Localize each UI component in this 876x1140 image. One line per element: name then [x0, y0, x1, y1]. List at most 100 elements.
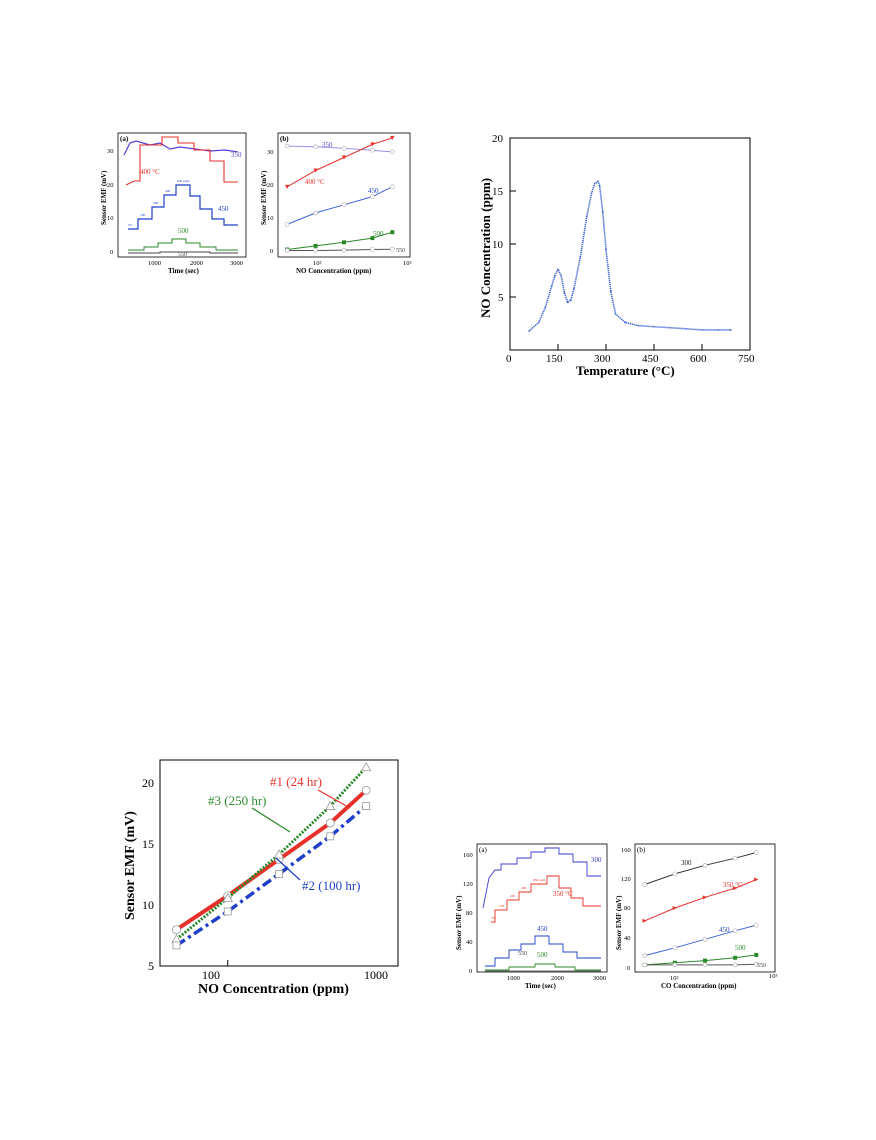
fig2-point	[610, 290, 612, 293]
fig1a-curve-500	[128, 238, 238, 251]
fig1-panel-b: (b) Sensor EMF (mV) NO Concentration (pp…	[260, 132, 412, 275]
fig1b-ytick: 30	[267, 149, 274, 156]
fig2-point	[669, 326, 671, 329]
fig2-point	[717, 329, 719, 331]
fig3-point	[361, 785, 371, 795]
fig1b-point	[390, 135, 395, 140]
fig2-point	[560, 275, 562, 277]
fig1b-point	[370, 194, 375, 199]
fig2-xtick: 300	[594, 353, 611, 365]
fig4b-series-label: 450	[719, 926, 730, 934]
fig4b-series-line	[644, 852, 757, 885]
fig4b-point	[642, 918, 647, 923]
fig4b-point	[702, 962, 708, 968]
fig2-xtick: 0	[506, 353, 512, 365]
fig2-xtick: 600	[690, 353, 707, 365]
fig1b-point	[341, 202, 347, 208]
fig4b-point	[702, 895, 708, 900]
fig1a-curve-400	[125, 136, 238, 186]
figure-2: NO Concentration (ppm) Temperature (°C) …	[478, 133, 755, 378]
fig3-point	[362, 802, 371, 810]
fig2-point	[550, 285, 553, 288]
fig4a-xtick: 3000	[593, 975, 606, 982]
fig4b-ytick: 0	[627, 965, 630, 972]
fig2-point	[579, 255, 582, 258]
fig3-point	[172, 925, 181, 935]
fig1a-curve-550	[128, 251, 238, 254]
fig1b-point	[341, 146, 347, 151]
fig2-point	[701, 329, 703, 331]
fig4b-point	[642, 962, 648, 968]
fig4a-step-label: 200	[510, 894, 516, 898]
fig2-point	[614, 313, 617, 315]
fig2-point	[730, 329, 732, 331]
fig1b-series-line	[287, 248, 393, 251]
fig4b-xtick: 10³	[769, 973, 778, 980]
fig3-series-label: #2 (100 hr)	[302, 878, 361, 893]
fig4a-curve-500	[485, 963, 601, 971]
fig1a-curve-label: 400 °C	[140, 168, 160, 176]
fig4b-ytick: 120	[621, 876, 631, 883]
fig4b-point	[732, 886, 738, 891]
fig2-point	[528, 330, 530, 332]
fig3-ylabel: Sensor EMF (mV)	[123, 811, 138, 920]
fig4-panel-b: (b) Sensor EMF (mV) CO Concentration (pp…	[615, 843, 778, 990]
fig3-series-line	[175, 766, 368, 941]
fig4b-point	[732, 855, 738, 861]
fig1b-point	[370, 147, 375, 153]
fig1a-step-label: 100	[140, 213, 146, 217]
fig4b-ytick: 40	[624, 935, 631, 942]
fig2-point	[597, 180, 599, 183]
fig1a-curve-label: 500	[178, 227, 189, 235]
fig4b-plot-area	[642, 850, 759, 968]
fig3-ytick: 5	[148, 959, 154, 973]
fig1b-point	[370, 142, 375, 147]
fig2-ytick: 15	[492, 186, 504, 198]
fig2-point	[653, 325, 655, 328]
fig1a-step-label: 400	[165, 189, 171, 193]
fig1b-panel-label: (b)	[280, 135, 289, 143]
fig1a-curve-450	[128, 184, 238, 230]
fig4b-series-label: 500	[735, 944, 746, 952]
fig2-point	[538, 321, 540, 324]
fig2-xlabel: Temperature (°C)	[576, 363, 675, 378]
fig4b-series-label: 550	[757, 963, 766, 969]
fig4a-curve-450	[485, 935, 601, 967]
fig1a-panel-label: (a)	[120, 135, 129, 143]
fig2-series-line	[528, 180, 731, 332]
fig1b-point	[390, 246, 395, 252]
fig1a-curve-350	[123, 140, 239, 156]
fig1b-point	[284, 248, 290, 253]
fig2-point	[557, 268, 559, 271]
fig1b-point	[284, 222, 290, 227]
fig3-series-label: #1 (24 hr)	[270, 774, 322, 789]
fig1b-point	[342, 240, 346, 245]
fig4a-step-label: 400	[521, 886, 527, 890]
fig1b-point	[313, 248, 318, 253]
fig4b-point	[732, 962, 738, 968]
fig2-xtick: 750	[738, 353, 755, 365]
fig2-xtick: 150	[546, 353, 563, 365]
fig1b-series-label: 450	[368, 187, 379, 195]
fig1a-step-label: 200	[153, 201, 159, 205]
fig3-ytick: 15	[142, 837, 154, 851]
fig1b-series-line	[287, 145, 393, 153]
fig2-ytick: 20	[492, 133, 504, 145]
fig4b-point	[753, 922, 759, 928]
fig1b-series-label: 500	[373, 230, 384, 238]
fig1b-plot-area	[284, 135, 395, 253]
fig1a-step-label: 650 ppm	[177, 179, 190, 183]
fig1b-frame	[277, 132, 411, 258]
fig4b-point	[672, 962, 678, 968]
fig3-point	[273, 849, 285, 859]
fig1a-curve-label: 450	[218, 205, 229, 213]
fig3-point	[275, 870, 283, 878]
fig4b-ytick: 80	[624, 905, 631, 912]
fig4b-point	[754, 877, 759, 882]
fig4b-point	[672, 871, 678, 877]
fig2-point	[563, 291, 566, 294]
fig1b-point	[313, 144, 318, 150]
fig1a-ytick: 10	[107, 215, 114, 222]
fig4a-curve-label: 450	[537, 925, 548, 933]
fig2-point	[602, 211, 604, 213]
